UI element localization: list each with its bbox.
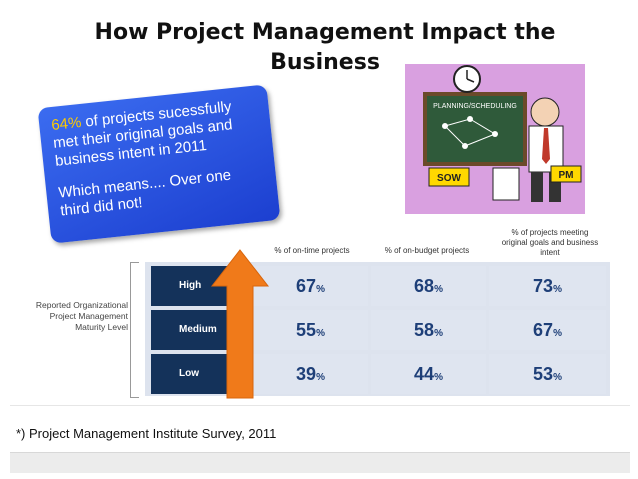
project-manager-cartoon: PLANNING/SCHEDULING PM SOW bbox=[405, 64, 585, 214]
callout-line2: Which means.... Over one third did not! bbox=[57, 166, 232, 220]
callout-line1: of projects sucessfully met their origin… bbox=[52, 98, 234, 170]
table-cell: 58% bbox=[371, 310, 486, 350]
table-cell: 44% bbox=[371, 354, 486, 394]
row-axis-label: Reported Organizational Project Manageme… bbox=[35, 300, 128, 332]
table-cell: 73% bbox=[489, 266, 606, 306]
table-cell: 68% bbox=[371, 266, 486, 306]
pm-label: PM bbox=[559, 170, 574, 181]
footnote: *) Project Management Institute Survey, … bbox=[16, 426, 277, 441]
callout-box: 64% of projects sucessfully met their or… bbox=[37, 84, 281, 244]
table-row: Low 39% 44% 53% bbox=[145, 352, 610, 396]
sow-label: SOW bbox=[437, 173, 461, 184]
callout-highlight: 64% bbox=[50, 113, 83, 134]
slide-title: How Project Management Impact the Busine… bbox=[94, 20, 556, 75]
col-header-goals: % of projects meeting original goals and… bbox=[501, 228, 599, 257]
footer-bar bbox=[10, 452, 630, 473]
table-cell: 67% bbox=[253, 266, 368, 306]
cartoon-illustration: PLANNING/SCHEDULING PM SOW bbox=[423, 65, 582, 202]
table-cell: 55% bbox=[253, 310, 368, 350]
row-axis-bracket bbox=[130, 262, 139, 398]
up-arrow-icon bbox=[210, 249, 270, 399]
table-cell: 53% bbox=[489, 354, 606, 394]
maturity-table: High 67% 68% 73% Medium 55% 58% 67% Low … bbox=[145, 262, 610, 396]
col-header-onbudget: % of on-budget projects bbox=[384, 246, 470, 255]
footer-area bbox=[10, 405, 630, 452]
table-cell: 39% bbox=[253, 354, 368, 394]
table-cell: 67% bbox=[489, 310, 606, 350]
col-header-ontime: % of on-time projects bbox=[274, 246, 350, 255]
board-label: PLANNING/SCHEDULING bbox=[433, 103, 517, 110]
callout-text-1: 64% of projects sucessfully met their or… bbox=[51, 96, 262, 171]
